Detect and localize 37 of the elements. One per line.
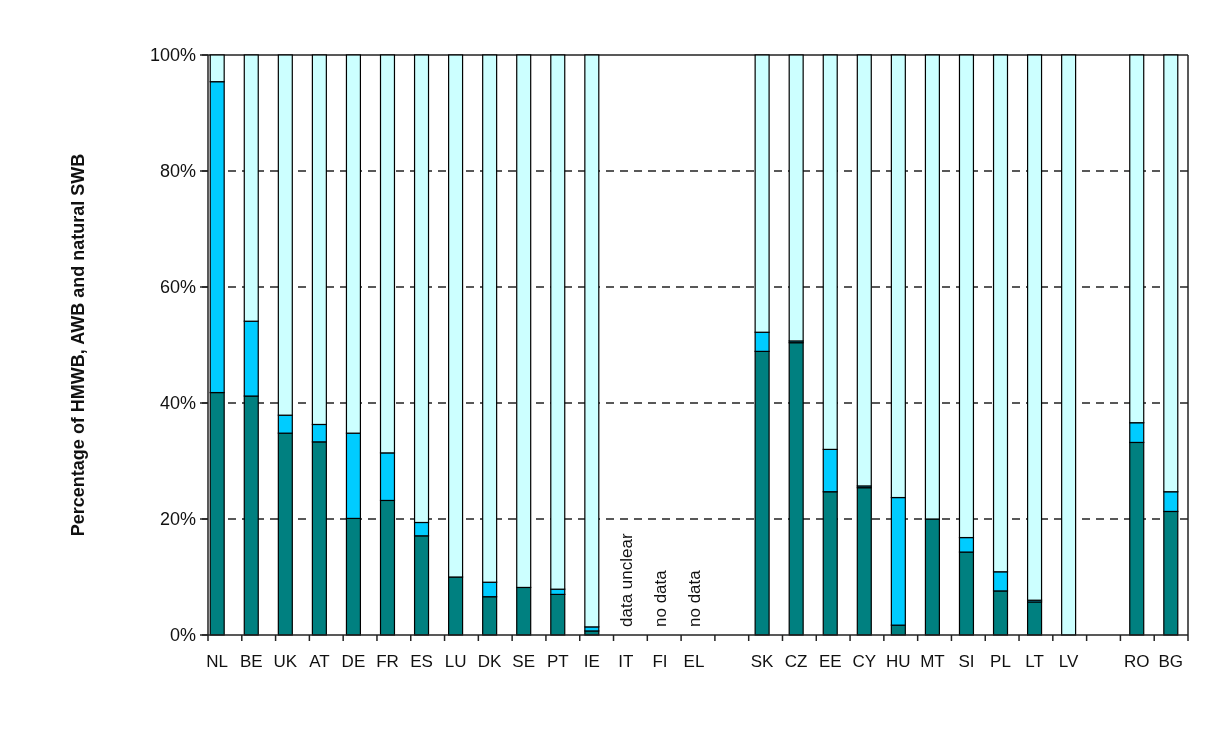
x-tick-label: LU: [444, 652, 467, 671]
y-tick-label: 100%: [149, 45, 196, 66]
x-tick-label: PL: [990, 652, 1011, 671]
x-tick-label: ES: [410, 652, 433, 671]
x-tick-label: PT: [546, 652, 569, 671]
y-tick-label: 0%: [169, 625, 196, 646]
x-tick-label: DK: [477, 652, 503, 671]
x-tick-label: IE: [583, 652, 600, 671]
x-tick-label: EL: [683, 652, 705, 671]
y-axis-title: Percentage of HMWB, AWB and natural SWB: [68, 153, 88, 537]
x-tick-label: SI: [958, 652, 975, 671]
y-tick-label: 60%: [159, 277, 196, 298]
annotation: data unclear: [616, 533, 636, 627]
x-tick-label: LT: [1025, 652, 1044, 671]
x-tick-label: NL: [206, 652, 229, 671]
x-tick-label: SE: [512, 652, 536, 671]
x-tick-label: FI: [652, 652, 668, 671]
x-tick-label: BG: [1158, 652, 1184, 671]
x-tick-label: IT: [618, 652, 634, 671]
x-tick-label: CZ: [784, 652, 808, 671]
x-tick-label: HU: [886, 652, 911, 671]
x-tick-label: UK: [273, 652, 298, 671]
annotation: no data: [650, 569, 670, 627]
x-tick-label: DE: [341, 652, 366, 671]
annotation: no data: [685, 569, 704, 627]
y-tick-label: 20%: [159, 509, 196, 530]
x-tick-label: MT: [920, 652, 945, 671]
x-tick-label: BE: [239, 652, 263, 671]
x-tick-label: AT: [309, 652, 330, 671]
x-tick-label: SK: [750, 652, 775, 671]
x-tick-label: LV: [1058, 652, 1080, 671]
y-tick-label: 40%: [159, 393, 196, 414]
x-tick-label: CY: [852, 652, 877, 671]
x-tick-label: RO: [1123, 652, 1150, 671]
x-tick-label: FR: [376, 652, 399, 671]
y-tick-label: 80%: [159, 161, 196, 182]
x-tick-label: EE: [818, 652, 842, 671]
